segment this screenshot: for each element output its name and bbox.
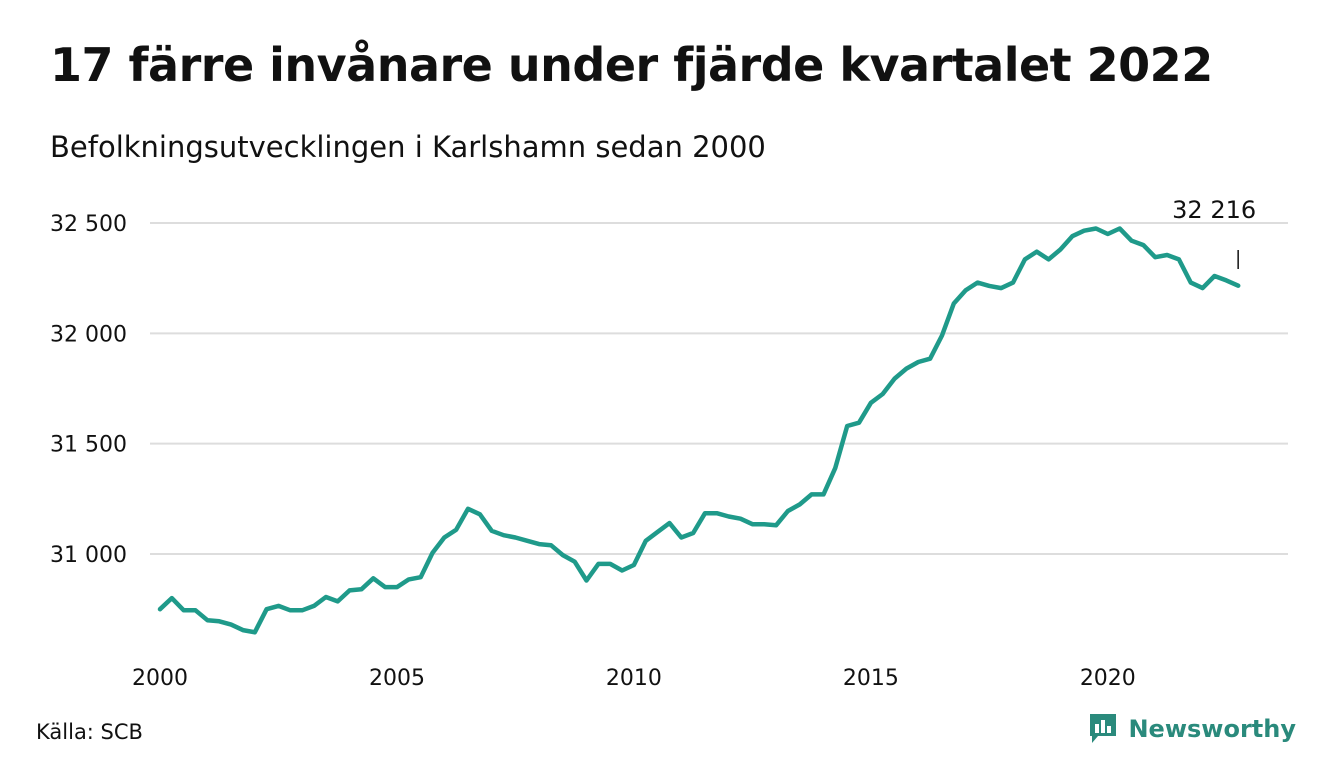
brand-name: Newsworthy bbox=[1128, 715, 1296, 743]
y-tick-label: 32 000 bbox=[50, 322, 127, 347]
series-line bbox=[157, 226, 1241, 635]
x-tick-label: 2000 bbox=[132, 666, 188, 691]
y-tick-label: 32 500 bbox=[50, 212, 127, 237]
x-tick-label: 2015 bbox=[843, 666, 899, 691]
chart-title: 17 färre invånare under fjärde kvartalet… bbox=[50, 38, 1213, 92]
x-tick-label: 2005 bbox=[369, 666, 425, 691]
y-tick-label: 31 500 bbox=[50, 433, 127, 458]
newsworthy-logo-icon bbox=[1090, 714, 1117, 743]
x-tick-label: 2010 bbox=[606, 666, 662, 691]
chart-subtitle: Befolkningsutvecklingen i Karlshamn seda… bbox=[50, 130, 766, 164]
source-note: Källa: SCB bbox=[36, 720, 143, 744]
brand: Newsworthy bbox=[1088, 712, 1296, 746]
y-tick-label: 31 000 bbox=[50, 543, 127, 568]
x-tick-label: 2020 bbox=[1080, 666, 1136, 691]
end-value-label: 32 216 bbox=[1172, 196, 1256, 224]
